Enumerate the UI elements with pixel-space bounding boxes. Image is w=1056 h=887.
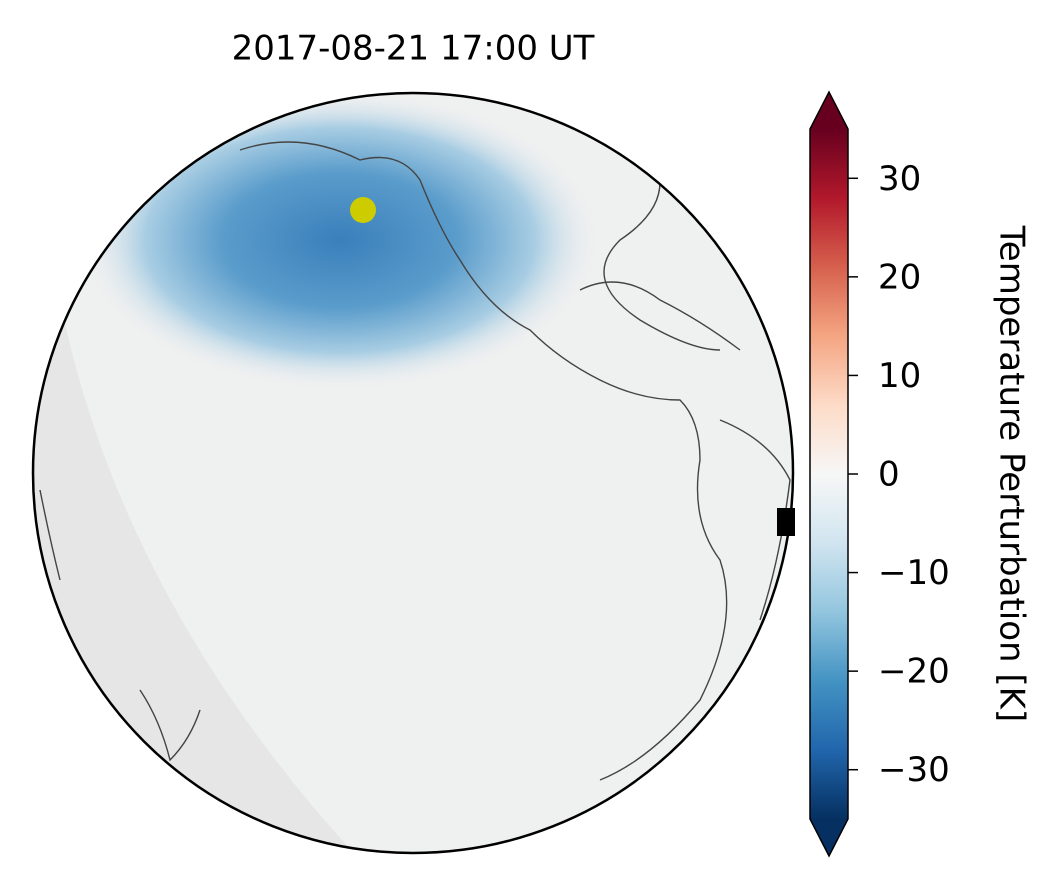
colorbar-extend-min	[810, 819, 848, 856]
colorbar-tick-label: −20	[878, 652, 950, 692]
colorbar-tick-label: 10	[878, 356, 921, 396]
colorbar-outline	[809, 90, 849, 858]
colorbar-tick-label: −10	[878, 553, 950, 593]
colorbar-tick-label: −30	[878, 750, 950, 790]
colorbar: −30 −20 −10 0 10 20 30	[809, 90, 950, 858]
colorbar-tick-label: 30	[878, 159, 921, 199]
colorbar-tick-label: 0	[878, 455, 900, 495]
site-marker	[777, 508, 795, 536]
colorbar-extend-max	[810, 92, 848, 129]
colorbar-label: Temperature Perturbation [K]	[992, 225, 1032, 722]
colorbar-tick-label: 20	[878, 257, 921, 297]
sun-marker	[350, 197, 376, 223]
colorbar-ramp	[810, 129, 848, 819]
globe-outline	[31, 91, 795, 855]
map-title: 2017-08-21 17:00 UT	[232, 29, 595, 69]
